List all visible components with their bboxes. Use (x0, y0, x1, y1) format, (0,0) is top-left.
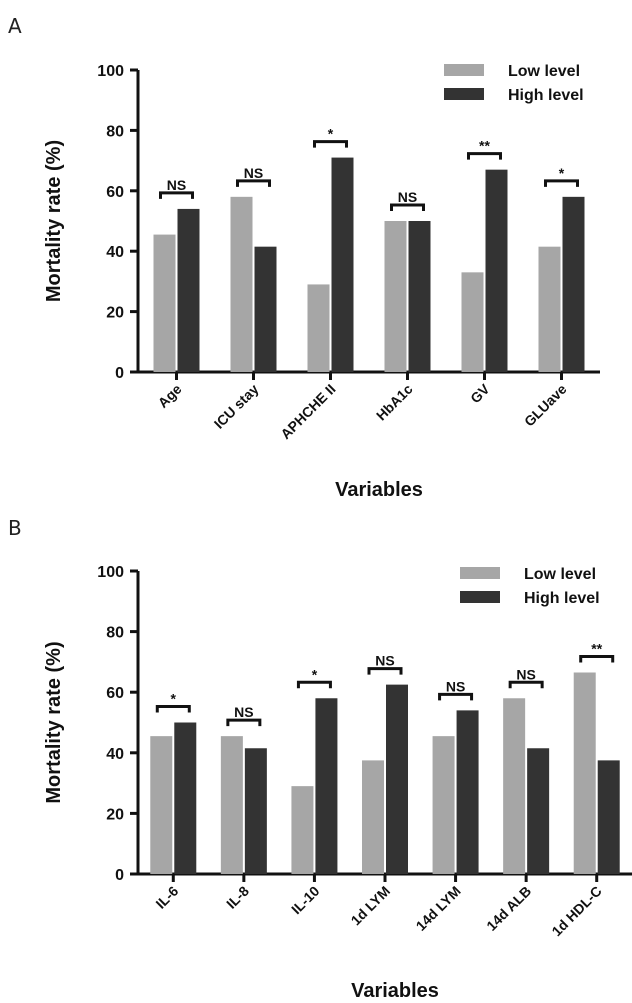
chart-b-significance-bracket-1 (226, 718, 262, 727)
chart-a-legend-swatch-0 (444, 64, 484, 76)
chart-a-significance-label-1: NS (244, 165, 263, 181)
chart-a-bar-high-4 (485, 169, 508, 372)
chart-a-x-axis-title: Variables (335, 479, 423, 500)
chart-b-y-tick-label-2: 40 (106, 746, 124, 763)
chart-b-bar-high-1 (244, 748, 267, 874)
chart-a-category-label-4: GV (467, 380, 493, 406)
chart-a-significance-label-0: NS (167, 177, 186, 193)
chart-b-significance-bracket-4 (438, 692, 474, 701)
chart-a-bar-low-2 (307, 284, 330, 372)
chart-a-significance-label-5: * (559, 165, 565, 181)
chart-b-category-label-0: IL-6 (152, 883, 181, 912)
chart-a-bar-high-5 (562, 196, 585, 372)
chart-a-y-tick-label-0: 0 (115, 365, 124, 382)
chart-a-category-label-0: Age (155, 381, 185, 411)
chart-a-significance-label-3: NS (398, 189, 417, 205)
chart-b-legend-label-0: Low level (524, 566, 596, 583)
chart-a-bar-high-3 (408, 221, 431, 372)
chart-a-y-tick-label-3: 60 (106, 184, 124, 201)
chart-a-category-label-3: HbA1c (373, 381, 416, 424)
chart-b-significance-bracket-6 (579, 655, 615, 663)
chart-a-y-tick-label-2: 40 (106, 244, 124, 261)
chart-b-y-tick-label-5: 100 (97, 564, 124, 581)
chart-a-bar-high-1 (254, 246, 277, 372)
chart-b-significance-bracket-3 (367, 667, 403, 675)
chart-b-significance-bracket-0 (155, 705, 191, 713)
chart-a-category-label-1: ICU stay (211, 381, 262, 432)
chart-a-significance-bracket-3 (390, 203, 425, 211)
chart-b-bar-high-6 (597, 760, 620, 874)
chart-a-legend-label-1: High level (508, 87, 584, 104)
chart-a-y-axis-title: Mortality rate (%) (43, 140, 65, 302)
chart-a-bar-low-0 (153, 234, 176, 372)
chart-b-legend-swatch-1 (460, 591, 500, 603)
chart-a-y-tick-label-4: 80 (106, 123, 124, 140)
chart-b-x-axis-title: Variables (351, 980, 439, 1002)
chart-b-bar-low-5 (503, 698, 526, 874)
chart-b-y-tick-label-1: 20 (106, 806, 124, 823)
chart-b-legend-label-1: High level (524, 590, 600, 607)
panel-letter-a: A (8, 14, 22, 38)
chart-b-bar-low-0 (150, 736, 173, 874)
chart-b-category-label-3: 1d LYM (348, 883, 394, 929)
chart-b-bar-high-0 (174, 722, 197, 874)
chart-a-significance-label-2: * (328, 126, 334, 142)
chart-a-bar-low-3 (384, 221, 407, 372)
chart-b-bar-low-4 (432, 736, 455, 874)
chart-a-bar-high-2 (331, 157, 354, 372)
chart-a-legend-swatch-1 (444, 88, 484, 100)
chart-a-bar-high-0 (177, 208, 200, 372)
chart-a-significance-bracket-2 (313, 140, 348, 148)
chart-a-significance-bracket-1 (236, 179, 271, 187)
chart-b-bar-high-2 (315, 698, 338, 874)
chart-a: 0 20 40 60 80 100 Mortality rate (%) Age NS ICU s… (43, 63, 600, 500)
chart-a-y-tick-label-5: 100 (97, 63, 124, 80)
chart-b-bar-low-3 (362, 760, 384, 874)
chart-a-significance-label-4: ** (479, 138, 490, 154)
chart-b-significance-label-0: * (171, 691, 177, 707)
chart-a-bar-low-4 (461, 272, 484, 372)
chart-b-legend-swatch-0 (460, 567, 500, 579)
chart-a-significance-bracket-0 (159, 191, 194, 199)
chart-b-category-label-6: 1d HDL-C (548, 883, 604, 939)
chart-a-y-tick-label-1: 20 (106, 305, 124, 322)
chart-a-bar-low-1 (230, 196, 253, 372)
chart-b-significance-label-5: NS (516, 666, 535, 682)
chart-b-bar-high-5 (527, 748, 550, 874)
chart-b-significance-bracket-2 (296, 680, 332, 689)
chart-b-significance-label-3: NS (375, 653, 394, 669)
panel-letter-b: B (8, 516, 22, 540)
chart-b-significance-label-6: ** (591, 641, 602, 657)
chart-a-category-label-2: APHCHE II (277, 381, 338, 442)
chart-b-bar-high-3 (386, 684, 408, 874)
chart-b-category-label-4: 14d LYM (413, 883, 464, 934)
chart-b-bar-high-4 (456, 710, 479, 874)
chart-a-category-label-5: GLUave (521, 381, 570, 430)
chart-b-bar-low-1 (220, 736, 243, 874)
chart-b-significance-label-2: * (312, 666, 318, 682)
chart-b-significance-label-1: NS (234, 704, 253, 720)
chart-a-legend-label-0: Low level (508, 63, 580, 80)
chart-b-y-tick-label-4: 80 (106, 625, 124, 642)
chart-b-y-tick-label-3: 60 (106, 685, 124, 702)
chart-b-significance-label-4: NS (446, 678, 465, 694)
chart-b-category-label-1: IL-8 (223, 883, 252, 912)
chart-b-y-tick-label-0: 0 (115, 867, 124, 884)
chart-b-significance-bracket-5 (508, 680, 544, 689)
chart-a-bar-low-5 (538, 246, 561, 372)
chart-b-category-label-5: 14d ALB (483, 883, 534, 934)
chart-b-bar-low-6 (573, 672, 596, 874)
chart-a-significance-bracket-5 (544, 179, 579, 187)
chart-b: 0 20 40 60 80 100 Mortality rate (%) IL-6 * IL-8 N… (43, 564, 632, 1002)
chart-b-bar-low-2 (291, 786, 314, 874)
chart-b-y-axis-title: Mortality rate (%) (43, 641, 65, 803)
chart-b-category-label-2: IL-10 (288, 883, 323, 918)
chart-a-significance-bracket-4 (467, 152, 502, 160)
